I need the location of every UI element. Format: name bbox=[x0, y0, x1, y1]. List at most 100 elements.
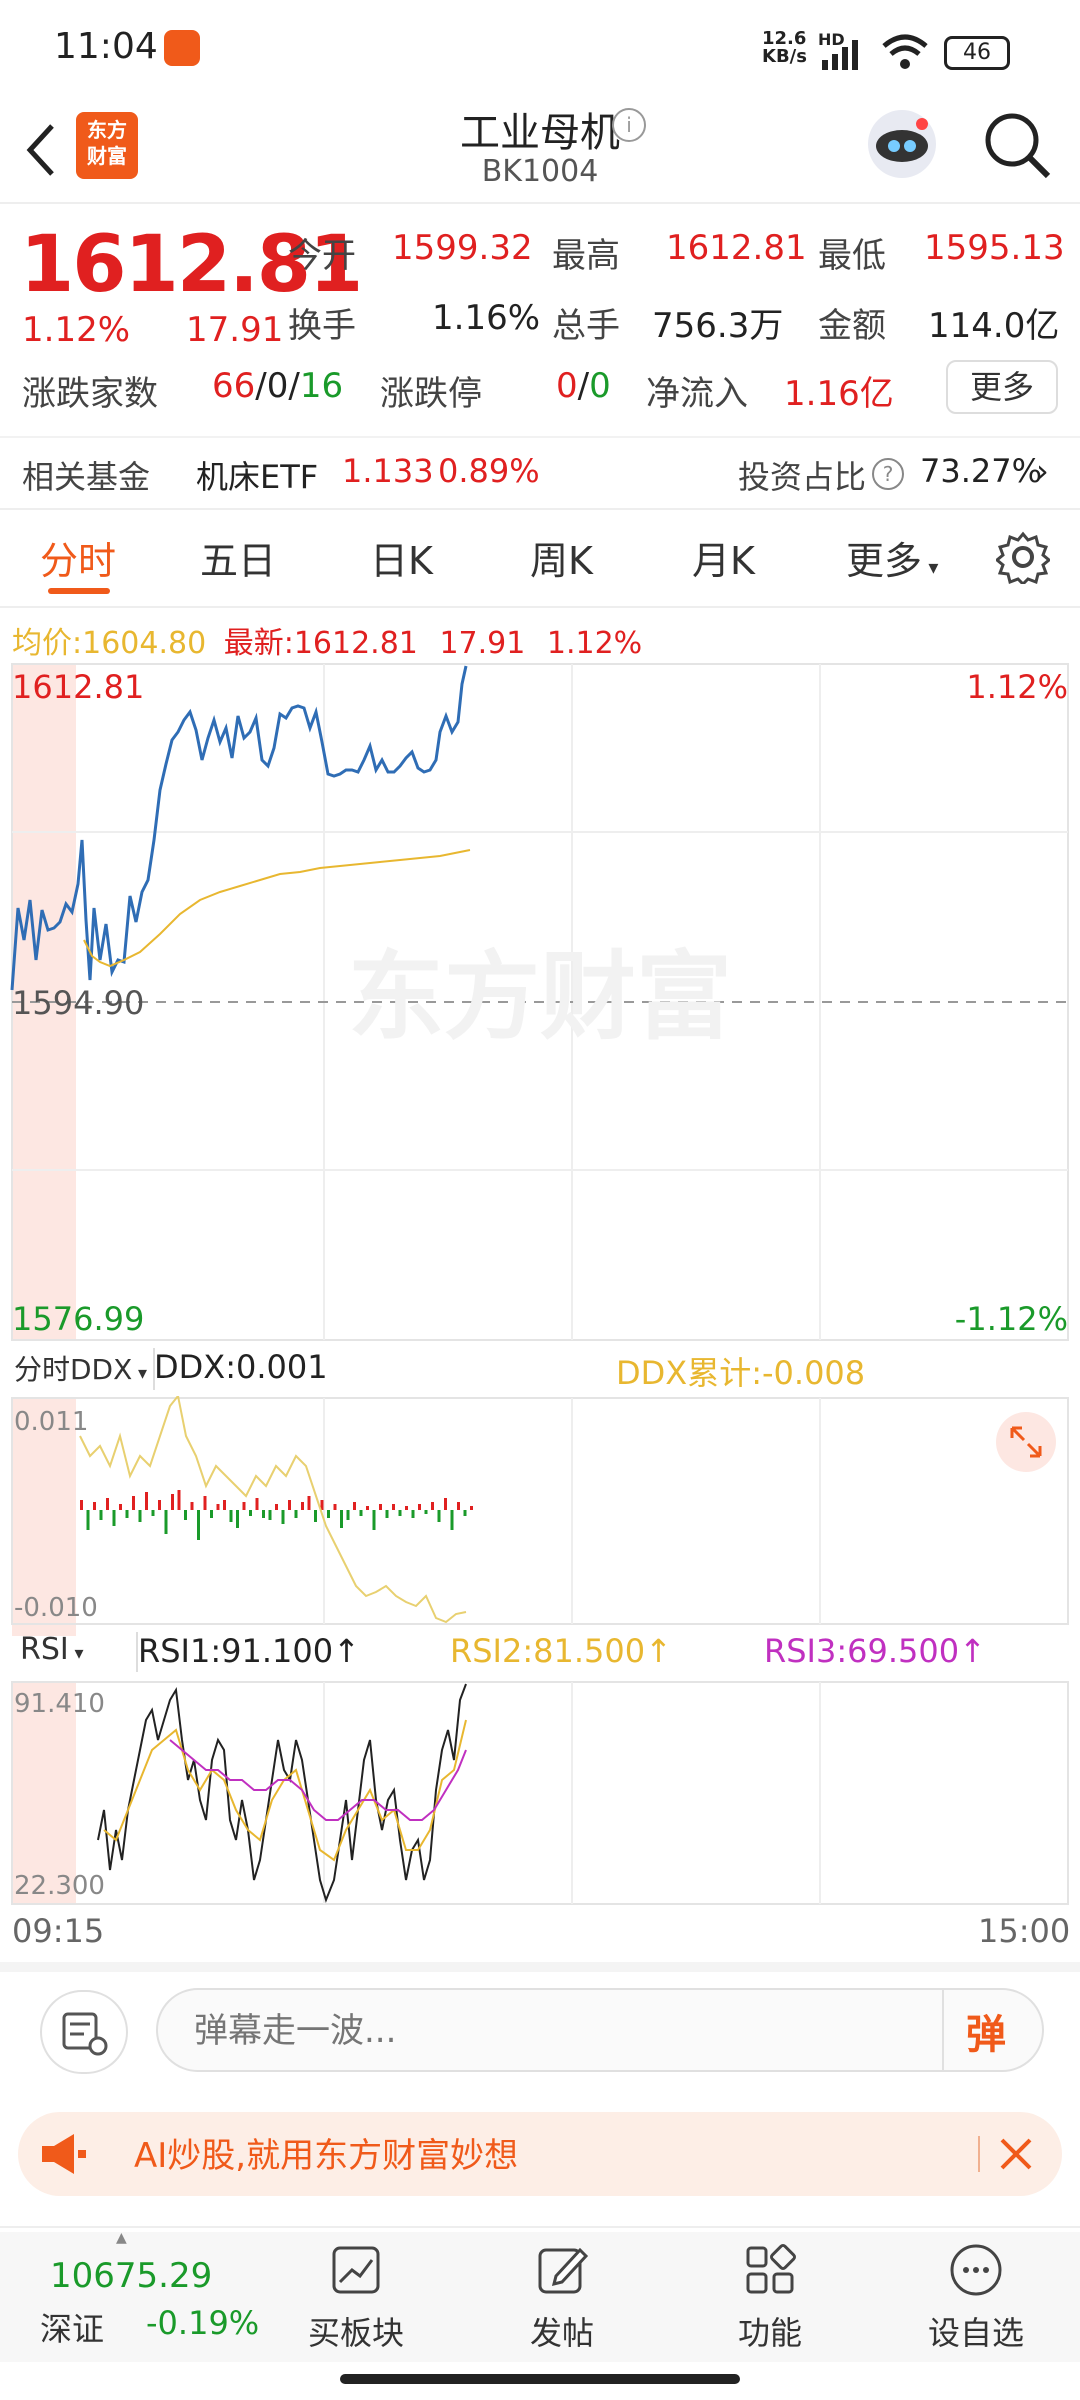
app-logo[interactable]: 东方 财富 bbox=[76, 112, 138, 179]
ddx-bar bbox=[457, 1502, 460, 1510]
tab-intraday[interactable]: 分时 bbox=[40, 539, 117, 583]
invest-ratio-label: 投资占比 bbox=[738, 458, 867, 496]
latest-value: 1612.81 bbox=[293, 626, 418, 661]
ddx-bar bbox=[86, 1510, 90, 1530]
index-value[interactable]: 10675.29 bbox=[50, 2256, 213, 2296]
status-time: 11:04 bbox=[54, 26, 158, 67]
ddx-bar bbox=[281, 1510, 285, 1524]
inflow-value: 1.16亿 bbox=[784, 374, 894, 414]
ddx-bar bbox=[242, 1502, 246, 1510]
open-label: 今开 bbox=[288, 236, 356, 276]
chart-info-line: 均价:1604.80 最新:1612.81 17.91 1.12% bbox=[12, 618, 642, 662]
rsi-bottom: 22.300 bbox=[14, 1871, 105, 1901]
help-icon[interactable]: ? bbox=[872, 458, 904, 490]
settings-gear-icon[interactable] bbox=[996, 530, 1050, 584]
ddx-bar bbox=[268, 1510, 272, 1520]
rsi1-value: RSI1:91.100↑ bbox=[138, 1632, 360, 1670]
network-type: HD bbox=[818, 30, 845, 49]
search-icon[interactable] bbox=[980, 108, 1054, 182]
ddx-bar bbox=[262, 1510, 265, 1518]
ddx-bar bbox=[450, 1510, 454, 1530]
danmaku-send-button[interactable]: 弹 bbox=[966, 2012, 1006, 2058]
ddx-chart[interactable]: 0.011 -0.010 bbox=[0, 1396, 1080, 1626]
tab-monthly-k[interactable]: 月K bbox=[692, 539, 755, 583]
chart-bottom-price: 1576.99 bbox=[12, 1300, 144, 1338]
index-pct[interactable]: -0.19% bbox=[146, 2304, 260, 2342]
tab-weekly-k[interactable]: 周K bbox=[530, 539, 593, 583]
nav-divider bbox=[0, 2226, 1080, 2228]
section-divider bbox=[0, 1962, 1080, 1972]
ddx-bar bbox=[99, 1510, 103, 1520]
ddx-bar bbox=[177, 1490, 181, 1510]
add-watchlist-button[interactable]: 设自选 bbox=[896, 2240, 1056, 2354]
buy-sector-button[interactable]: 买板块 bbox=[276, 2240, 436, 2354]
ddx-bar bbox=[307, 1496, 311, 1510]
ddx-cumulative: DDX累计:-0.008 bbox=[616, 1354, 866, 1392]
rsi1-line bbox=[97, 1683, 467, 1904]
watermark: 东方财富 bbox=[348, 941, 732, 1053]
signal-icon bbox=[822, 40, 858, 70]
ddx-bar bbox=[171, 1494, 174, 1510]
index-name[interactable]: 深证 bbox=[40, 2310, 105, 2348]
fund-divider bbox=[0, 508, 1080, 510]
invest-ratio-value[interactable]: 73.27% bbox=[920, 452, 1043, 490]
ddx-bar bbox=[210, 1510, 213, 1518]
page-title: 工业母机 bbox=[460, 110, 620, 156]
ddx-cumulative-line bbox=[79, 1396, 467, 1624]
ddx-bar bbox=[184, 1510, 187, 1520]
expand-icon[interactable] bbox=[996, 1412, 1056, 1472]
avg-value: 1604.80 bbox=[82, 626, 207, 661]
time-axis-end: 15:00 bbox=[978, 1912, 1071, 1950]
danmaku-toggle-button[interactable] bbox=[40, 1990, 128, 2074]
danmaku-input[interactable] bbox=[192, 2008, 756, 2054]
back-icon[interactable] bbox=[20, 120, 60, 180]
chart-bottom-pct: -1.12% bbox=[955, 1300, 1068, 1338]
ddx-bar bbox=[190, 1502, 194, 1510]
tab-daily-k[interactable]: 日K bbox=[370, 539, 433, 583]
post-button[interactable]: 发帖 bbox=[482, 2240, 642, 2354]
ddx-bar bbox=[424, 1510, 428, 1514]
fund-name[interactable]: 机床ETF bbox=[196, 458, 319, 496]
more-quote-button[interactable]: 更多 bbox=[946, 360, 1058, 414]
inflow-label: 净流入 bbox=[646, 374, 748, 414]
ddx-bar bbox=[132, 1496, 135, 1510]
ddx-bar bbox=[444, 1498, 447, 1510]
functions-button[interactable]: 功能 bbox=[690, 2240, 850, 2354]
amount-label: 金额 bbox=[818, 306, 886, 346]
assistant-avatar-icon[interactable] bbox=[862, 104, 942, 184]
ddx-bar bbox=[236, 1510, 239, 1528]
pre-market-band bbox=[12, 664, 76, 1340]
ddx-bar bbox=[470, 1506, 473, 1510]
megaphone-icon bbox=[42, 2134, 86, 2174]
rsi-selector[interactable]: RSI ▾ bbox=[14, 1632, 138, 1672]
ddx-bar bbox=[405, 1506, 408, 1510]
ddx-bar bbox=[80, 1500, 83, 1510]
danmaku-input-box[interactable]: 弹 bbox=[156, 1988, 1044, 2072]
open-value: 1599.32 bbox=[392, 228, 533, 268]
edit-icon bbox=[538, 2247, 589, 2294]
header: 东方 财富 工业母机 i BK1004 bbox=[0, 100, 1080, 200]
current-price: 1612.81 bbox=[20, 220, 363, 310]
caret-down-icon: ▾ bbox=[922, 555, 939, 579]
ddx-bar bbox=[288, 1500, 291, 1510]
ddx-bar bbox=[320, 1500, 324, 1510]
rsi-chart[interactable]: 91.410 22.300 bbox=[0, 1680, 1080, 1906]
change-amount: 17.91 bbox=[186, 310, 284, 350]
ai-banner-text: AI炒股,就用东方财富妙想 bbox=[134, 2136, 519, 2176]
ddx-bar bbox=[106, 1498, 109, 1510]
ai-banner[interactable]: AI炒股,就用东方财富妙想 bbox=[18, 2112, 1062, 2196]
tab-more[interactable]: 更多 ▾ bbox=[846, 539, 939, 583]
chevron-right-icon[interactable]: › bbox=[1036, 452, 1049, 490]
grid-icon bbox=[746, 2244, 796, 2294]
avg-price-line bbox=[83, 849, 471, 968]
ddx-selector[interactable]: 分时DDX ▾ bbox=[14, 1348, 156, 1390]
ddx-bar bbox=[249, 1510, 252, 1516]
ddx-bar bbox=[353, 1502, 356, 1510]
wifi-icon bbox=[882, 34, 928, 69]
network-speed: 12.6 KB/s bbox=[762, 28, 807, 67]
ddx-bar bbox=[437, 1510, 441, 1522]
info-icon[interactable]: i bbox=[612, 108, 646, 142]
close-icon[interactable] bbox=[998, 2136, 1034, 2172]
tab-five-day[interactable]: 五日 bbox=[200, 539, 277, 583]
ddx-bar bbox=[158, 1500, 161, 1510]
